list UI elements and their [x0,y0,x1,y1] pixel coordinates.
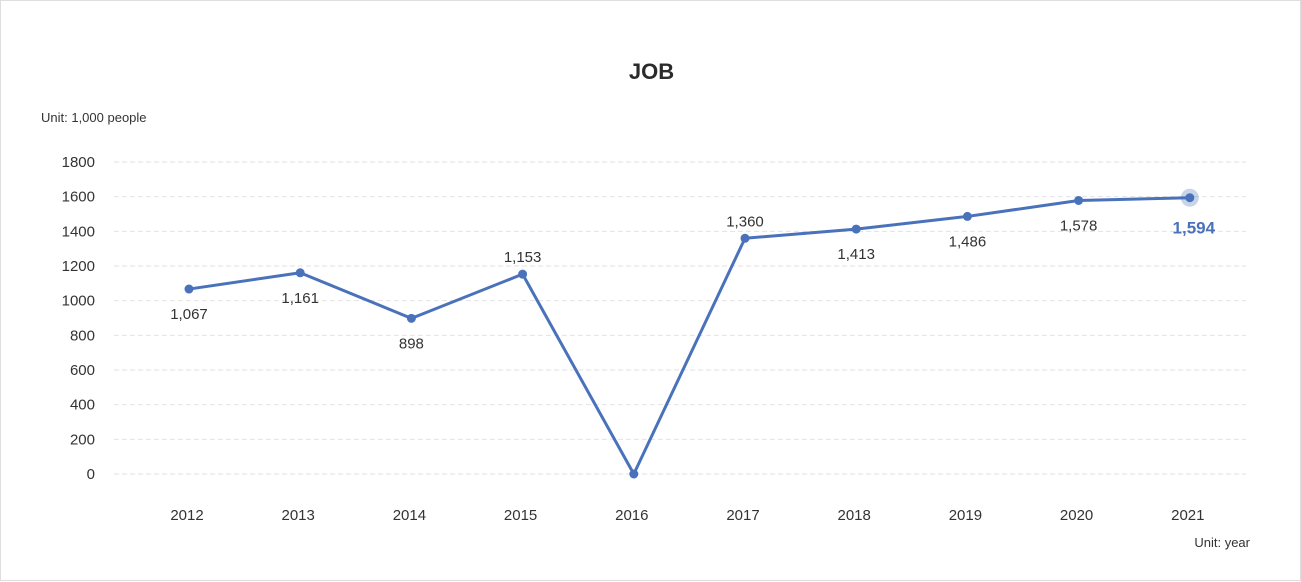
data-point [184,284,194,294]
y-tick-label: 1600 [62,189,95,206]
y-tick-label: 400 [70,397,95,414]
x-unit-label: Unit: year [1194,535,1250,550]
x-tick-label: 2013 [282,507,315,524]
data-label: 1,360 [726,213,764,230]
data-point [740,233,750,243]
x-tick-label: 2017 [726,507,759,524]
x-tick-label: 2018 [838,507,871,524]
x-tick-label: 2014 [393,507,426,524]
y-tick-label: 1400 [62,223,95,240]
y-tick-label: 800 [70,327,95,344]
data-label: 1,578 [1060,217,1098,234]
data-point [851,224,861,234]
y-tick-label: 200 [70,431,95,448]
y-tick-label: 1800 [62,154,95,171]
y-tick-label: 600 [70,362,95,379]
data-point [962,211,972,221]
y-tick-label: 1200 [62,258,95,275]
data-point [518,269,528,279]
data-point [1074,195,1084,205]
chart-title: JOB [628,59,675,84]
highlight-data-label: 1,594 [1173,219,1216,238]
y-tick-label: 0 [87,466,95,483]
data-label: 1,413 [837,246,875,263]
data-label: 1,067 [170,306,208,323]
data-label: 1,153 [504,249,542,266]
data-label: 1,486 [949,233,987,250]
x-tick-label: 2016 [615,507,648,524]
y-unit-label: Unit: 1,000 people [41,110,147,125]
x-tick-label: 2019 [949,507,982,524]
data-point [406,313,416,323]
y-tick-label: 1000 [62,293,95,310]
data-label: 898 [399,335,424,352]
x-tick-label: 2015 [504,507,537,524]
series-line [188,196,1190,476]
x-tick-label: 2020 [1060,507,1093,524]
data-point [295,268,305,278]
x-tick-label: 2021 [1171,507,1204,524]
data-label: 1,161 [281,290,319,307]
data-point [629,469,639,479]
x-tick-label: 2012 [170,507,203,524]
data-point [1185,193,1195,203]
